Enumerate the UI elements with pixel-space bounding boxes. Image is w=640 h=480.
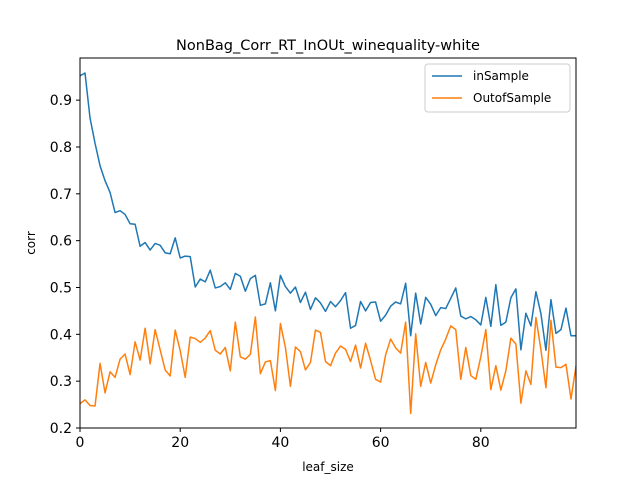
x-tick-label: 40	[271, 435, 289, 451]
series-layer	[80, 72, 576, 415]
y-tick-label: 0.7	[50, 187, 72, 203]
x-tick-label: 0	[76, 435, 85, 451]
x-axis-label: leaf_size	[302, 460, 354, 474]
y-tick-label: 0.6	[50, 234, 72, 250]
legend-label-OutofSample: OutofSample	[473, 91, 551, 105]
y-tick-label: 0.3	[50, 374, 72, 390]
x-tick-label: 80	[472, 435, 490, 451]
x-tick-label: 20	[171, 435, 189, 451]
legend: inSample OutofSample	[424, 63, 571, 113]
y-tick-label: 0.5	[50, 280, 72, 296]
series-line-OutofSample	[80, 316, 576, 415]
plot-area	[79, 57, 577, 429]
axes-frame	[79, 57, 577, 429]
y-tick-label: 0.4	[50, 327, 72, 343]
y-tick-label: 0.8	[50, 140, 72, 156]
y-axis-label: corr	[24, 231, 38, 255]
legend-label-inSample: inSample	[473, 69, 529, 83]
y-axis: 0.2 0.3 0.4 0.5 0.6 0.7 0.8 0.9	[50, 93, 80, 437]
y-tick-label: 0.9	[50, 93, 72, 109]
series-line-inSample	[80, 72, 576, 351]
chart-title: NonBag_Corr_RT_InOUt_winequality-white	[176, 38, 480, 54]
y-tick-label: 0.2	[50, 421, 72, 437]
x-axis: 0 20 40 60 80	[76, 428, 490, 451]
legend-items: inSample OutofSample	[432, 69, 551, 105]
x-tick-label: 60	[372, 435, 390, 451]
